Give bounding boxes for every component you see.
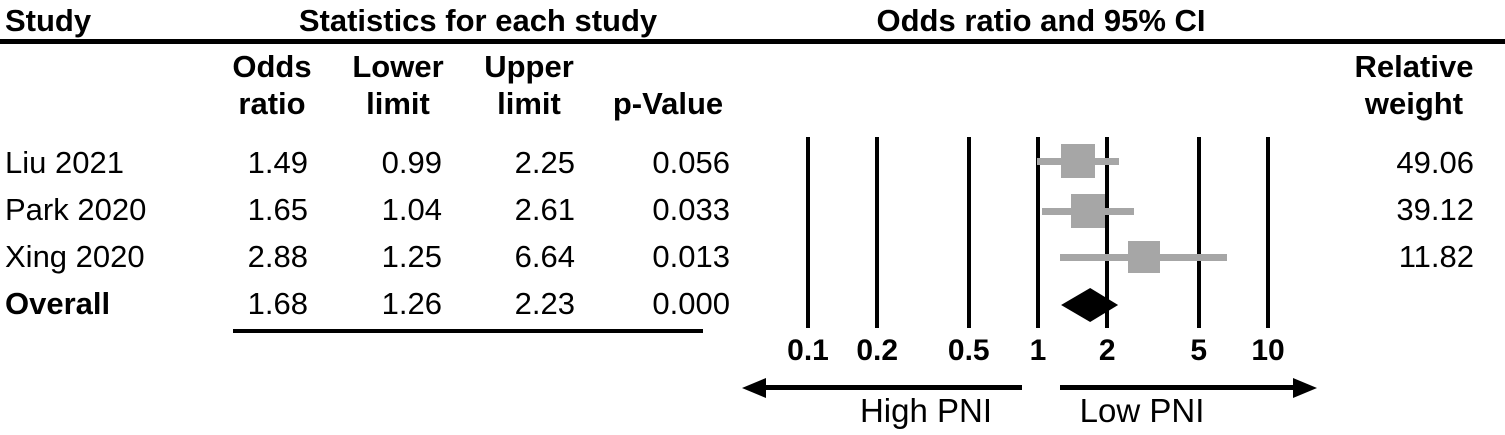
study-column-header: Study (5, 3, 92, 38)
upper-limit-value: 6.64 (514, 239, 575, 274)
arrow-left-icon (742, 378, 766, 398)
upper-limit-value: 2.23 (514, 286, 575, 321)
axis-gridline (1036, 137, 1040, 328)
study-marker-square (1127, 241, 1160, 273)
relative-weight-value: 39.12 (1396, 192, 1474, 227)
p-value: 0.056 (652, 145, 730, 180)
axis-gridline (875, 137, 880, 328)
arrow-right-icon (1293, 378, 1317, 398)
axis-tick-label: 1 (1029, 334, 1047, 367)
axis-gridline (806, 137, 810, 328)
low-pni-arrow-line (1060, 385, 1294, 390)
study-marker-square (1071, 194, 1106, 228)
plot-group-header: Odds ratio and 95% CI (876, 3, 1206, 38)
axis-tick-label: 2 (1098, 334, 1116, 367)
upper-limit-value: 2.61 (514, 192, 575, 227)
study-name: Park 2020 (5, 192, 147, 227)
relative-weight-value: 49.06 (1396, 145, 1474, 180)
lower-limit-value: 1.25 (381, 239, 442, 274)
axis-tick-label: 0.2 (856, 334, 899, 367)
study-marker-square (1060, 144, 1095, 178)
statistics-underline (233, 329, 703, 333)
study-name: Liu 2021 (5, 145, 124, 180)
lower-limit-value: 0.99 (381, 145, 442, 180)
statistics-group-header: Statistics for each study (298, 3, 658, 38)
lower-limit-value: 1.26 (381, 286, 442, 321)
axis-gridline (1196, 137, 1201, 328)
favors-left-label: High PNI (859, 392, 993, 429)
axis-tick-label: 10 (1251, 334, 1285, 367)
odds-ratio-value: 1.65 (247, 192, 308, 227)
axis-tick-label: 0.1 (787, 334, 829, 367)
favors-right-label: Low PNI (1079, 392, 1205, 429)
upper-limit-column-header: Upper limit (484, 49, 574, 121)
axis-tick-label: 0.5 (947, 334, 990, 367)
axis-gridline (1105, 137, 1110, 328)
odds-ratio-value: 1.68 (247, 286, 308, 321)
axis-gridline (966, 137, 971, 328)
p-value-column-header: p-Value (612, 86, 724, 121)
header-rule (0, 39, 1505, 44)
p-value: 0.033 (652, 192, 730, 227)
high-pni-arrow-line (764, 385, 1022, 390)
odds-ratio-column-header: Odds ratio (232, 49, 312, 121)
p-value: 0.000 (652, 286, 730, 321)
odds-ratio-value: 1.49 (247, 145, 308, 180)
relative-weight-value: 11.82 (1398, 239, 1474, 274)
relative-weight-column-header: Relative weight (1354, 49, 1474, 121)
axis-tick-label: 5 (1190, 334, 1208, 367)
lower-limit-column-header: Lower limit (352, 49, 444, 121)
study-name: Overall (5, 286, 111, 321)
overall-diamond (1061, 288, 1119, 322)
p-value: 0.013 (652, 239, 730, 274)
upper-limit-value: 2.25 (514, 145, 575, 180)
study-name: Xing 2020 (5, 239, 145, 274)
axis-gridline (1266, 137, 1270, 328)
lower-limit-value: 1.04 (381, 192, 442, 227)
odds-ratio-value: 2.88 (247, 239, 308, 274)
